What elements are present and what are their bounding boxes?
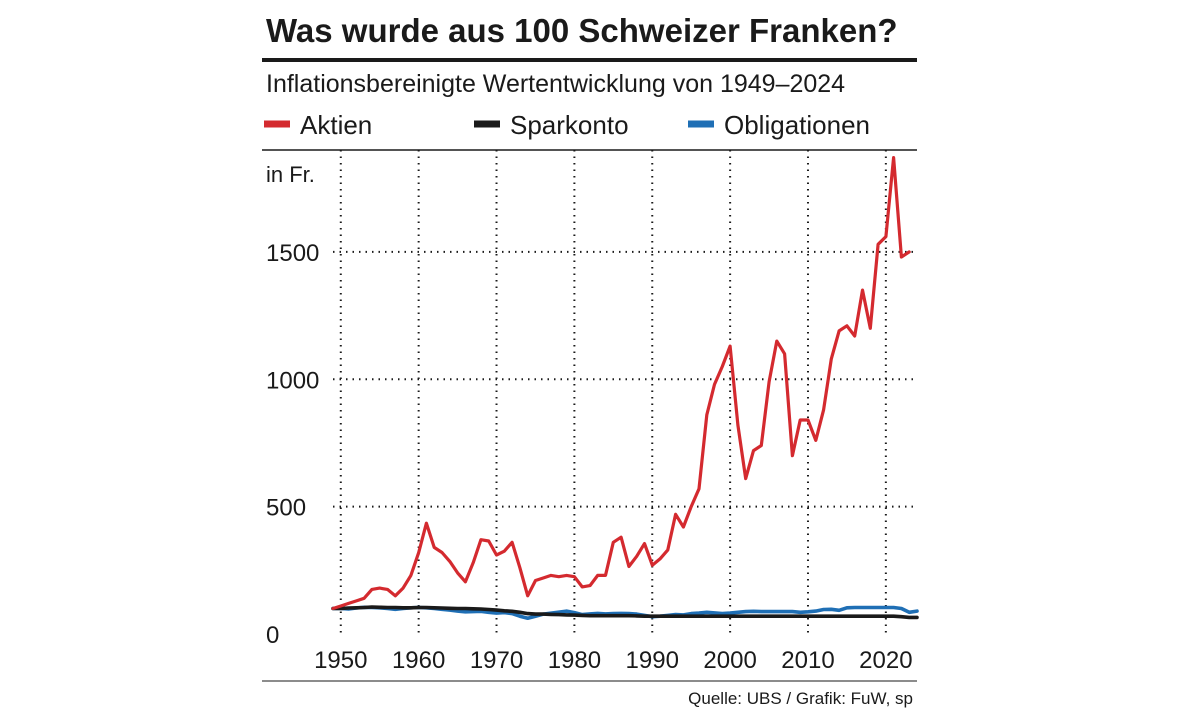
series-group <box>331 156 919 621</box>
series-line-sparkonto <box>331 605 919 620</box>
x-tick-label: 1980 <box>548 647 601 674</box>
x-tick-label: 2010 <box>781 647 834 674</box>
y-tick-label: 500 <box>266 495 306 522</box>
x-tick-label: 2020 <box>859 647 912 674</box>
x-tick-label: 1950 <box>314 647 367 674</box>
y-tick-label: 0 <box>266 622 279 649</box>
legend-label-obligationen: Obligationen <box>724 110 870 140</box>
legend: Aktien Sparkonto Obligationen <box>264 110 870 140</box>
y-tick-label: 1000 <box>266 367 319 394</box>
series-line-aktien <box>331 156 911 611</box>
axis-labels: 1950 1960 1970 1980 1990 2000 2010 2020 0 500 1000… <box>266 240 913 674</box>
x-tick-label: 1970 <box>470 647 523 674</box>
y-tick-label: 1500 <box>266 240 319 267</box>
x-tick-label: 2000 <box>703 647 756 674</box>
legend-label-sparkonto: Sparkonto <box>510 110 629 140</box>
source-note: Quelle: UBS / Grafik: FuW, sp <box>688 689 913 708</box>
x-tick-label: 1990 <box>626 647 679 674</box>
chart-subtitle: Inflationsbereinigte Wertentwicklung von… <box>266 70 845 98</box>
x-tick-label: 1960 <box>392 647 445 674</box>
chart-title: Was wurde aus 100 Schweizer Franken? <box>266 12 898 49</box>
y-axis-unit-label: in Fr. <box>266 162 315 187</box>
legend-label-aktien: Aktien <box>300 110 372 140</box>
grid <box>333 150 917 634</box>
